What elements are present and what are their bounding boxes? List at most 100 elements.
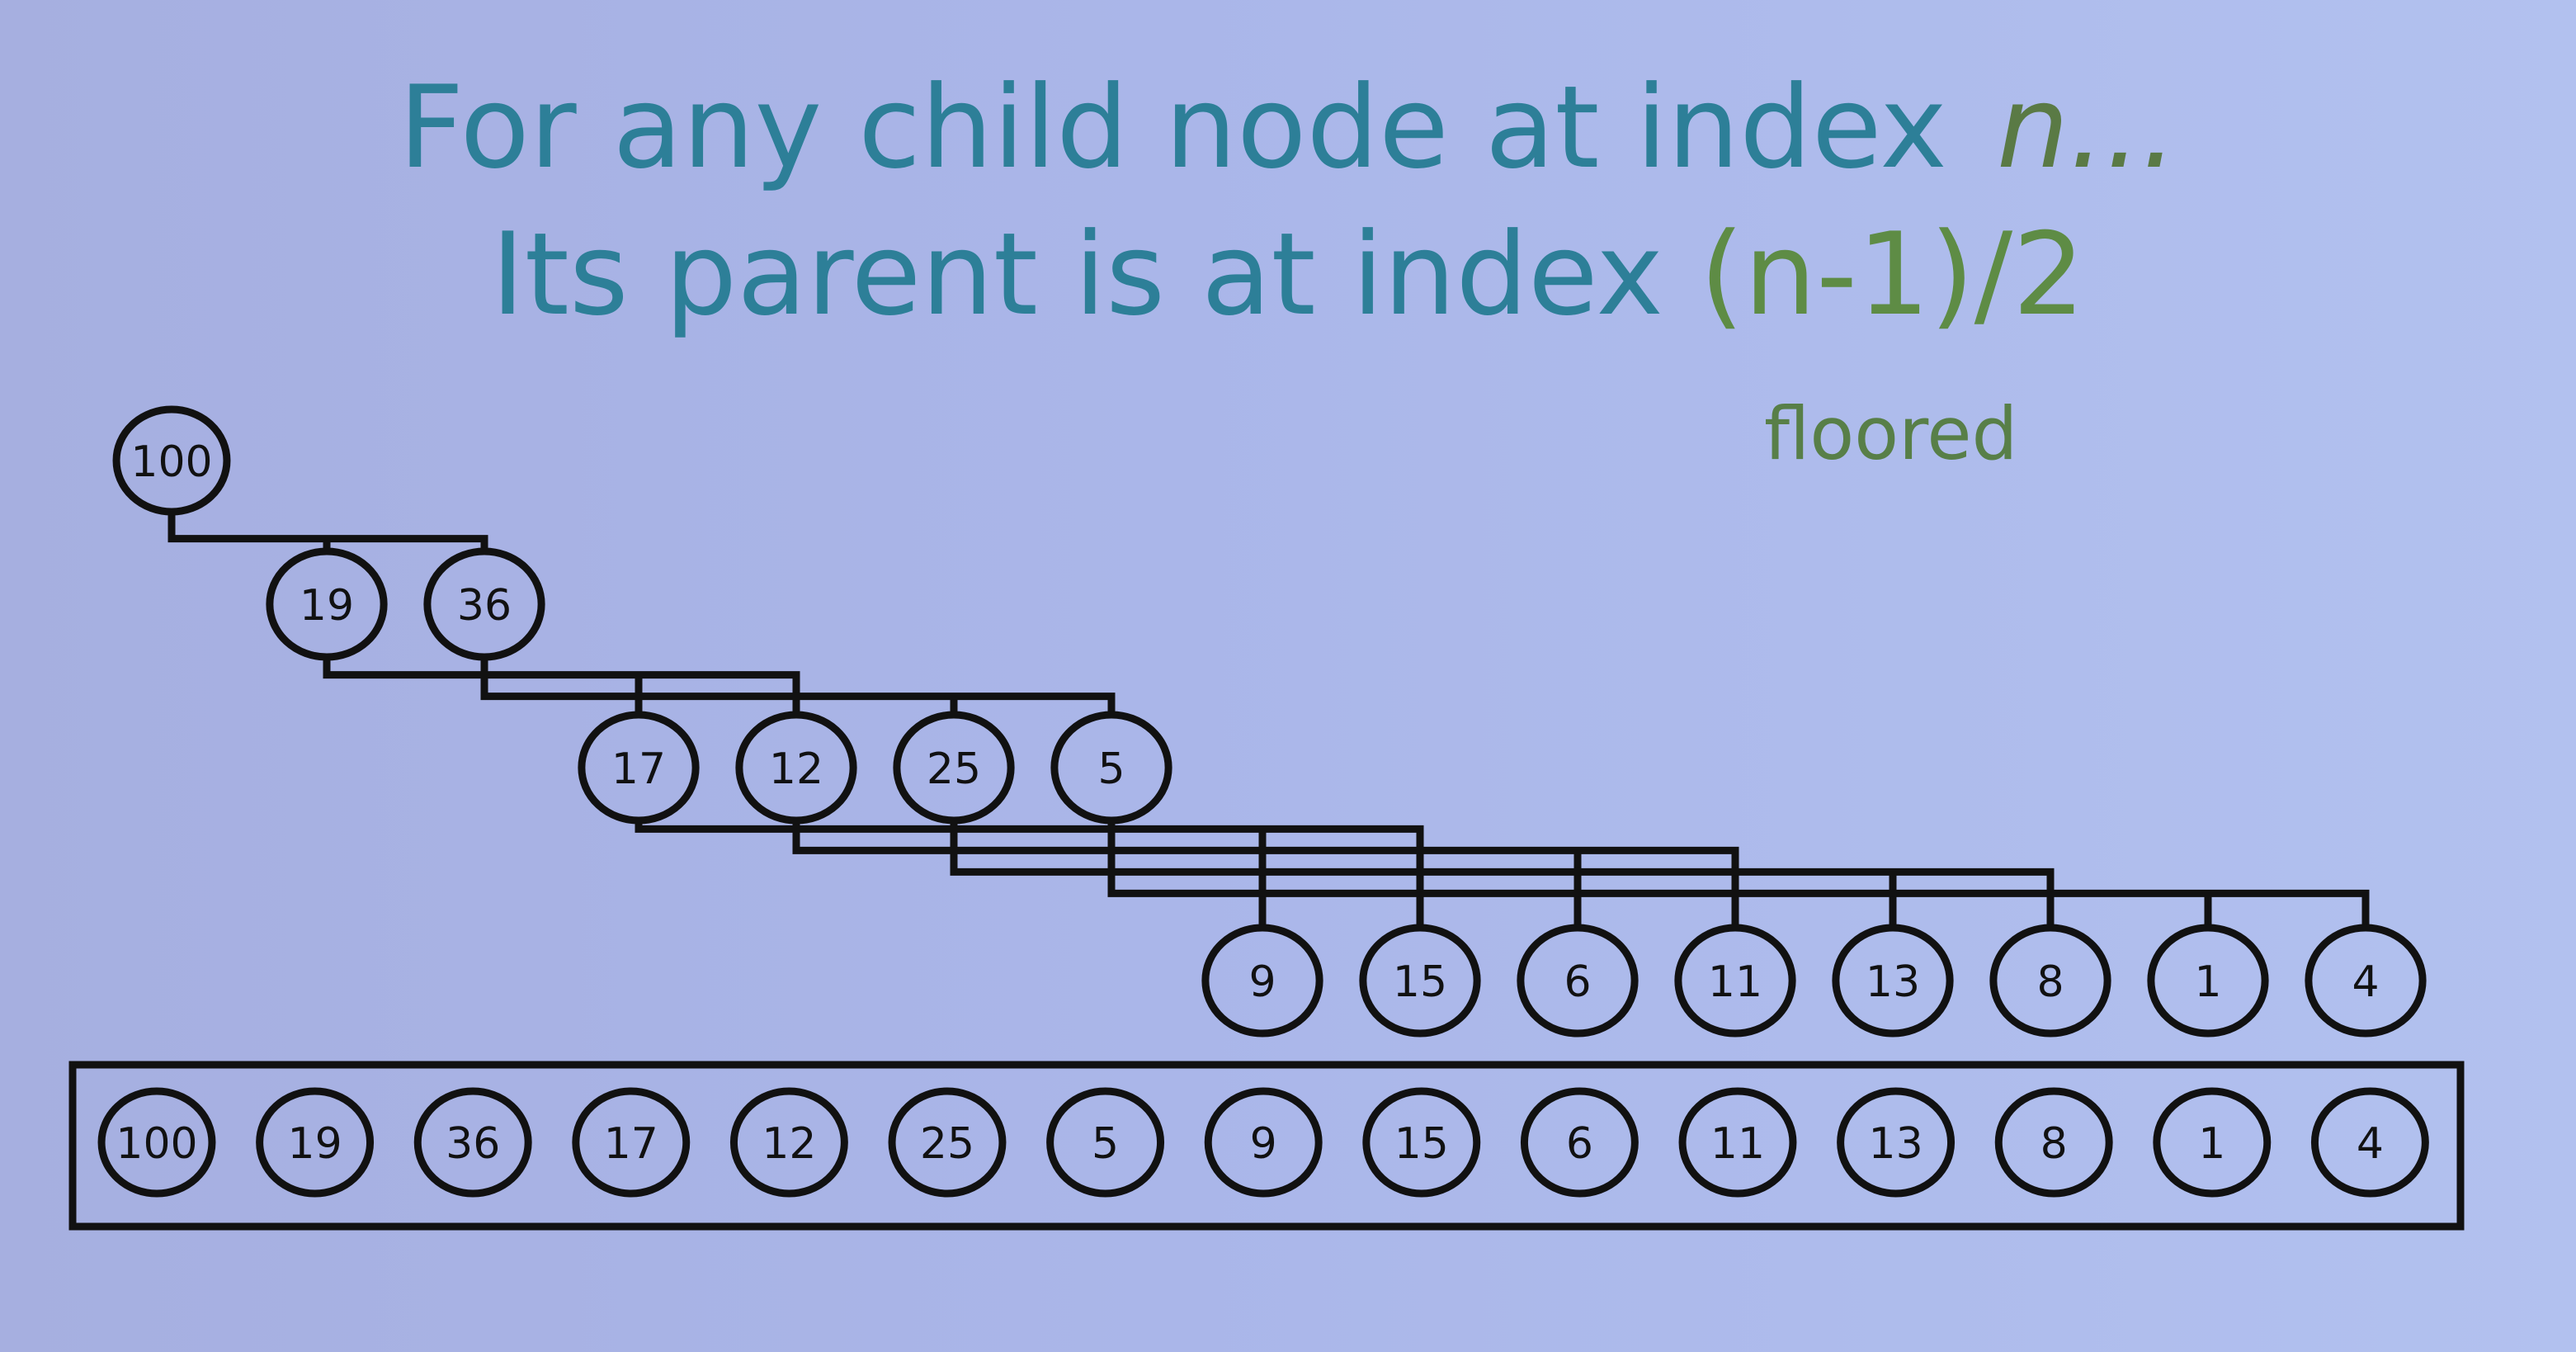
tree-node-circle [1359,924,1481,1038]
tree-node-label: 13 [1866,957,1920,1007]
tree-node: 25 [893,711,1015,825]
array-cell-circle [1678,1087,1797,1198]
array-cell-circle [572,1087,691,1198]
array-cell: 4 [2310,1087,2429,1198]
tree-edges [167,508,2370,932]
tree-node-circle [735,711,857,825]
array-cell: 36 [413,1087,532,1198]
tree-edge [950,816,2055,932]
array-cell-circle [729,1087,848,1198]
tree-node-circle [1050,711,1172,825]
tree-node: 13 [1832,924,1954,1038]
array-cell: 5 [1046,1087,1165,1198]
array-cell: 8 [1994,1087,2113,1198]
tree-node-circle [1517,924,1639,1038]
tree-node-label: 9 [1248,957,1276,1007]
tree-node: 100 [112,405,231,516]
array-cell-circle [1520,1087,1639,1198]
tree-node-circle [2305,924,2427,1038]
tree-node: 11 [1674,924,1796,1038]
array-cell: 12 [729,1087,848,1198]
tree-node: 15 [1359,924,1481,1038]
array-cell: 100 [97,1087,216,1198]
tree-edge [792,816,1739,932]
floored-note: floored [1764,391,2018,476]
array-cell-label: 6 [1566,1119,1593,1169]
tree-node-label: 100 [130,437,212,487]
parent-index-formula: (n-1)/2 [1699,208,2085,341]
tree-node-circle [1832,924,1954,1038]
array-cell-label: 5 [1092,1119,1119,1169]
array-cell-label: 11 [1710,1119,1765,1169]
array-cell-label: 8 [2041,1119,2068,1169]
array-cell-label: 15 [1394,1119,1449,1169]
tree-node: 19 [266,547,388,661]
tree-node-circle [893,711,1015,825]
tree-node-label: 8 [2036,957,2064,1007]
tree-node: 1 [2147,924,2269,1038]
array-cell-label: 100 [116,1119,197,1169]
array-cell-circle [2153,1087,2272,1198]
array-cell: 9 [1204,1087,1323,1198]
tree-node-circle [112,405,231,516]
array-cell-circle [256,1087,375,1198]
tree-node: 12 [735,711,857,825]
tree-node: 9 [1201,924,1323,1038]
array-cells: 100 19 36 17 12 25 5 9 15 6 11 13 8 1 4 [97,1087,2429,1198]
array-cell-circle [413,1087,532,1198]
array-cell: 11 [1678,1087,1797,1198]
tree-node: 4 [2305,924,2427,1038]
tree-edge [167,508,488,555]
array-cell-label: 12 [762,1119,816,1169]
tree-node-circle [266,547,388,661]
array-cell-circle [888,1087,1007,1198]
array-cell-circle [1046,1087,1165,1198]
tree-node-circle [2147,924,2269,1038]
tree-node-label: 1 [2194,957,2221,1007]
array-cell-circle [1204,1087,1323,1198]
tree-node-circle [578,711,700,825]
array-box [68,1061,2465,1231]
tree-node-circle [1674,924,1796,1038]
array-cell: 13 [1837,1087,1956,1198]
array-cell-circle [97,1087,216,1198]
array-cell-label: 17 [604,1119,658,1169]
tree-nodes: 100 19 36 17 12 25 5 9 15 6 11 13 8 1 4 [112,405,2427,1038]
array-cell-label: 1 [2198,1119,2225,1169]
title-line-1: For any child node at index n... [0,59,2576,196]
tree-node-label: 25 [927,745,981,794]
array-cell: 19 [256,1087,375,1198]
tree-node-label: 19 [300,581,354,631]
tree-node-label: 11 [1708,957,1762,1007]
array-cell: 15 [1362,1087,1481,1198]
array-cell: 25 [888,1087,1007,1198]
array-cell-label: 19 [288,1119,342,1169]
tree-node-circle [1989,924,2111,1038]
tree-node-label: 4 [2352,957,2379,1007]
title-line-2-text: Its parent is at index [491,208,1664,341]
array-cell-label: 25 [920,1119,974,1169]
array-cell-label: 9 [1250,1119,1277,1169]
title-line-2: Its parent is at index (n-1)/2 [0,206,2576,343]
array-cell: 6 [1520,1087,1639,1198]
tree-node: 6 [1517,924,1639,1038]
array-cell-circle [1994,1087,2113,1198]
tree-node-label: 17 [611,745,666,794]
tree-edge [1107,816,2370,932]
array-cell-label: 36 [446,1119,500,1169]
tree-node: 8 [1989,924,2111,1038]
array-cell: 1 [2153,1087,2272,1198]
tree-edge [635,816,1424,932]
array-cell-circle [1837,1087,1956,1198]
tree-node-label: 36 [457,581,512,631]
title-line-1-text: For any child node at index [399,61,1947,194]
tree-node-circle [423,547,545,661]
tree-node-circle [1201,924,1323,1038]
tree-node: 5 [1050,711,1172,825]
tree-node-label: 5 [1097,745,1125,794]
array-cell-circle [1362,1087,1481,1198]
array-cell-label: 4 [2357,1119,2384,1169]
tree-node: 36 [423,547,545,661]
